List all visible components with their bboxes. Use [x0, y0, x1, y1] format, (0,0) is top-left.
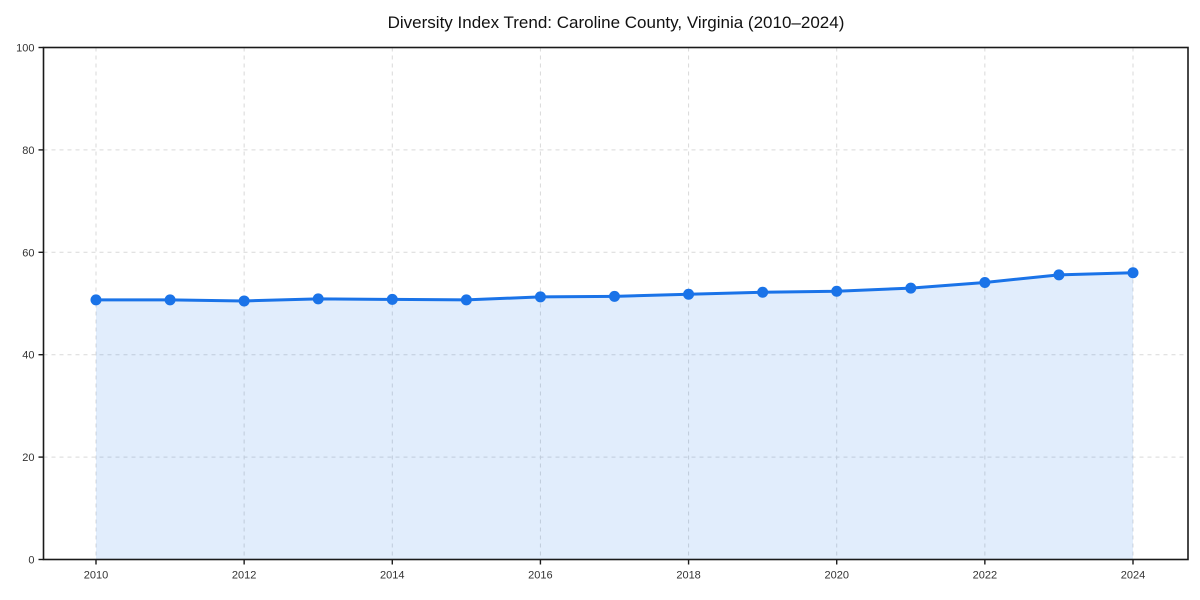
plot-border: [42, 46, 1189, 561]
x-tick-label: 2024: [1121, 570, 1145, 582]
area-fill: [96, 272, 1133, 560]
x-tick-label: 2014: [380, 570, 404, 582]
data-point: [312, 293, 324, 305]
data-point: [90, 294, 102, 306]
data-point: [831, 285, 843, 297]
y-tick-label: 20: [22, 452, 34, 464]
x-tick-label: 2022: [973, 570, 997, 582]
data-point: [238, 295, 250, 307]
data-point: [905, 282, 917, 294]
x-tick-label: 2018: [676, 570, 700, 582]
data-point: [534, 291, 546, 303]
data-point: [979, 277, 991, 289]
data-point: [757, 286, 769, 298]
data-point: [460, 294, 472, 306]
x-tick-label: 2020: [824, 570, 848, 582]
y-tick-label: 0: [28, 555, 34, 567]
y-tick-label: 60: [22, 247, 34, 259]
data-point: [386, 293, 398, 305]
data-point: [164, 294, 176, 306]
data-point: [683, 288, 695, 300]
y-tick-label: 40: [22, 350, 34, 362]
y-tick-label: 80: [22, 145, 34, 157]
x-tick-label: 2010: [84, 570, 108, 582]
x-tick-label: 2016: [528, 570, 552, 582]
y-tick-label: 100: [16, 43, 34, 55]
x-tick-label: 2012: [232, 570, 256, 582]
data-point: [609, 290, 620, 302]
chart-title: Diversity Index Trend: Caroline County, …: [387, 13, 845, 32]
data-point: [1127, 267, 1139, 279]
data-point: [1053, 269, 1065, 281]
